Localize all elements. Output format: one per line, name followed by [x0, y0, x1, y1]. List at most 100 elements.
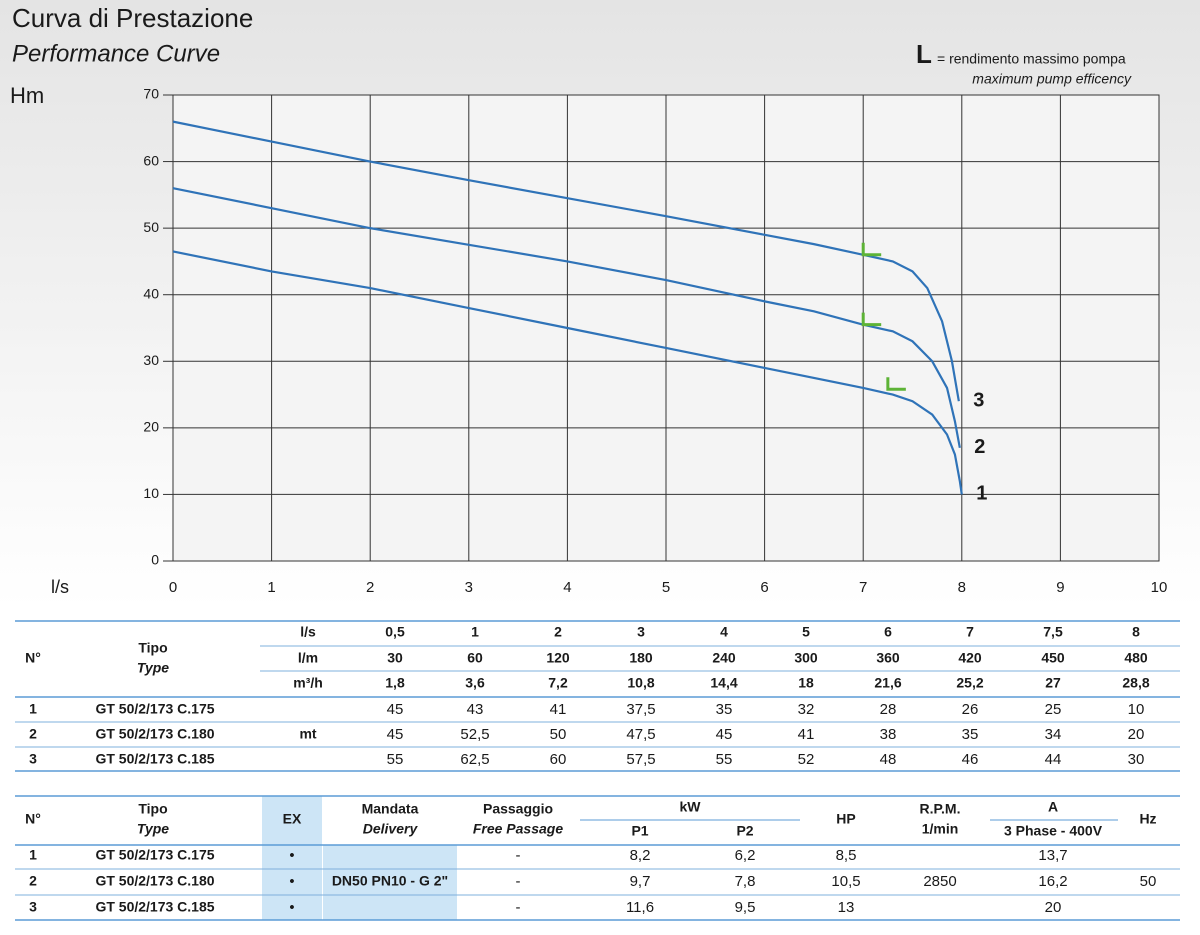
head-cell: 46	[962, 751, 979, 768]
hz-cell: 50	[1140, 873, 1157, 890]
x-tick-label: 1	[267, 579, 275, 596]
p2-cell: 6,2	[735, 847, 756, 864]
passage-cell: -	[516, 899, 521, 916]
ex-cell: •	[290, 899, 295, 915]
x-tick-label: 0	[169, 579, 177, 596]
amps-cell: 16,2	[1038, 873, 1067, 890]
model-cell: GT 50/2/173 C.180	[95, 873, 214, 889]
curve	[172, 187, 961, 449]
row-number: 1	[29, 701, 37, 717]
flow-cell: 1	[471, 624, 479, 640]
flow-cell: 1,8	[385, 675, 405, 691]
header-cell: Type	[137, 660, 169, 676]
p2-cell: 7,8	[735, 873, 756, 890]
passage-cell: -	[516, 847, 521, 864]
chart-title: Curva di Prestazione	[12, 3, 253, 33]
header-cell: HP	[836, 811, 855, 827]
head-cell: 41	[798, 726, 815, 743]
flow-cell: 7	[966, 624, 974, 640]
head-cell: 32	[798, 701, 815, 718]
flow-cell: 360	[876, 650, 900, 666]
head-cell: 50	[550, 726, 567, 743]
y-tick-label: 40	[143, 285, 159, 301]
flow-cell: 21,6	[874, 675, 901, 691]
flow-cell: 480	[1124, 650, 1148, 666]
legend-label-en: maximum pump efficency	[972, 71, 1132, 87]
flow-cell: 10,8	[627, 675, 654, 691]
head-cell: 55	[387, 751, 404, 768]
head-cell: 41	[550, 701, 567, 718]
p2-cell: 9,5	[735, 899, 756, 916]
x-tick-label: 7	[859, 579, 867, 596]
y-tick-label: 20	[143, 419, 159, 435]
header-cell: 3 Phase - 400V	[1004, 823, 1103, 839]
flow-cell: 7,5	[1043, 624, 1063, 640]
y-tick-label: 30	[143, 352, 159, 368]
flow-cell: 300	[794, 650, 818, 666]
header-cell: P2	[736, 823, 753, 839]
y-tick-label: 0	[151, 552, 159, 568]
x-tick-label: 10	[1151, 579, 1168, 596]
model-cell: GT 50/2/173 C.185	[95, 899, 214, 915]
head-cell: 55	[716, 751, 733, 768]
passage-cell: -	[516, 873, 521, 890]
header-cell: Delivery	[363, 821, 419, 837]
header-cell: P1	[631, 823, 648, 839]
model-cell: GT 50/2/173 C.175	[95, 701, 214, 717]
p1-cell: 9,7	[630, 873, 651, 890]
head-cell: 30	[1128, 751, 1145, 768]
unit-cell: m³/h	[293, 675, 323, 691]
head-cell: 34	[1045, 726, 1062, 743]
flow-cell: 6	[884, 624, 892, 640]
flow-cell: 14,4	[710, 675, 737, 691]
header-cell: EX	[283, 811, 302, 827]
header-cell: N°	[25, 811, 41, 827]
legend-symbol: L	[916, 39, 932, 69]
x-tick-label: 3	[465, 579, 473, 596]
efficiency-mark	[861, 312, 882, 327]
flow-cell: 240	[712, 650, 736, 666]
row-number: 3	[29, 899, 37, 915]
x-tick-label: 9	[1056, 579, 1064, 596]
head-cell: 45	[387, 701, 404, 718]
header-cell: Passaggio	[483, 801, 553, 817]
head-cell: 52	[798, 751, 815, 768]
model-cell: GT 50/2/173 C.185	[95, 751, 214, 767]
head-cell: 28	[880, 701, 897, 718]
head-cell: 44	[1045, 751, 1062, 768]
header-cell: N°	[25, 650, 41, 666]
amps-cell: 20	[1045, 899, 1062, 916]
flow-cell: 2	[554, 624, 562, 640]
efficiency-mark	[886, 377, 906, 391]
head-cell: 10	[1128, 701, 1145, 718]
header-cell: Tipo	[138, 801, 167, 817]
header-cell: 1/min	[922, 821, 959, 837]
hp-cell: 13	[838, 899, 855, 916]
curve-label: 3	[973, 390, 984, 412]
y-axis-label: Hm	[10, 83, 44, 108]
head-cell: 57,5	[626, 751, 655, 768]
header-cell: A	[1048, 799, 1058, 815]
p1-cell: 8,2	[630, 847, 651, 864]
curve	[172, 120, 960, 402]
ex-column-bg	[262, 796, 322, 920]
unit-cell: mt	[299, 726, 316, 742]
head-cell: 62,5	[460, 751, 489, 768]
head-cell: 37,5	[626, 701, 655, 718]
legend-label: = rendimento massimo pompa	[937, 51, 1126, 67]
flow-cell: 3,6	[465, 675, 485, 691]
hp-cell: 10,5	[831, 873, 860, 890]
row-number: 2	[29, 726, 37, 742]
y-tick-label: 70	[143, 86, 159, 102]
model-cell: GT 50/2/173 C.175	[95, 847, 214, 863]
x-tick-label: 4	[563, 579, 571, 596]
ex-cell: •	[290, 847, 295, 863]
header-cell: Type	[137, 821, 169, 837]
head-cell: 38	[880, 726, 897, 743]
flow-cell: 420	[958, 650, 982, 666]
flow-cell: 120	[546, 650, 570, 666]
flow-cell: 0,5	[385, 624, 405, 640]
x-axis-label: l/s	[51, 577, 69, 597]
head-cell: 45	[387, 726, 404, 743]
